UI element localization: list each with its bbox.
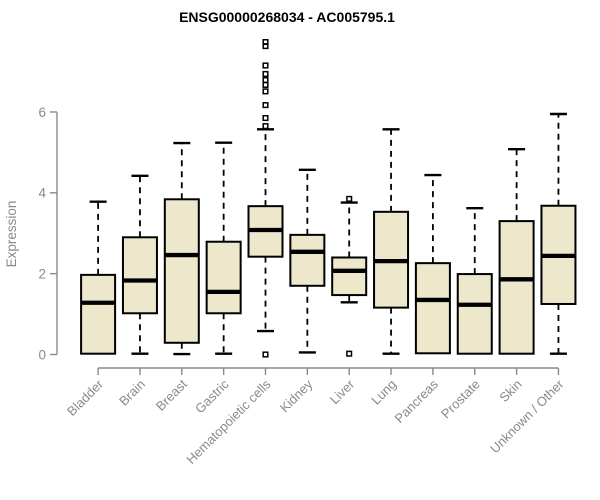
category-label: Kidney xyxy=(277,376,316,415)
y-tick-label: 0 xyxy=(38,347,46,362)
outlier-point xyxy=(262,351,269,358)
outlier-point xyxy=(262,62,269,69)
category-label: Skin xyxy=(496,377,524,405)
iqr-box xyxy=(289,233,326,287)
outlier-point xyxy=(262,123,269,130)
category-label: Lung xyxy=(368,377,399,408)
outlier-point xyxy=(262,114,269,122)
outlier-point xyxy=(262,88,269,95)
iqr-box xyxy=(331,256,368,297)
iqr-box xyxy=(121,236,158,315)
iqr-box xyxy=(414,262,451,355)
y-axis-title: Expression xyxy=(4,201,19,268)
outlier-point xyxy=(262,76,269,84)
outlier-point xyxy=(262,102,269,109)
iqr-box xyxy=(205,240,242,315)
category-label: Brain xyxy=(116,377,148,409)
outlier-point xyxy=(346,350,353,357)
iqr-box xyxy=(80,273,117,355)
category-label: Prostate xyxy=(438,377,483,422)
iqr-box xyxy=(456,273,493,355)
category-label: Breast xyxy=(153,376,190,413)
outlier-point xyxy=(262,43,269,50)
y-tick-label: 4 xyxy=(38,186,46,201)
outlier-point xyxy=(346,195,353,202)
y-tick-label: 6 xyxy=(38,105,46,120)
category-label: Gastric xyxy=(192,376,232,416)
iqr-box xyxy=(498,220,535,355)
category-label: Bladder xyxy=(64,376,107,419)
category-label: Unknown / Other xyxy=(487,376,567,456)
outlier-point xyxy=(262,70,269,78)
chart-title: ENSG00000268034 - AC005795.1 xyxy=(179,9,395,25)
outlier-point xyxy=(262,81,269,88)
category-label: Pancreas xyxy=(392,376,442,426)
category-label: Liver xyxy=(327,376,358,407)
y-tick-label: 2 xyxy=(38,266,46,281)
iqr-box xyxy=(163,198,200,344)
